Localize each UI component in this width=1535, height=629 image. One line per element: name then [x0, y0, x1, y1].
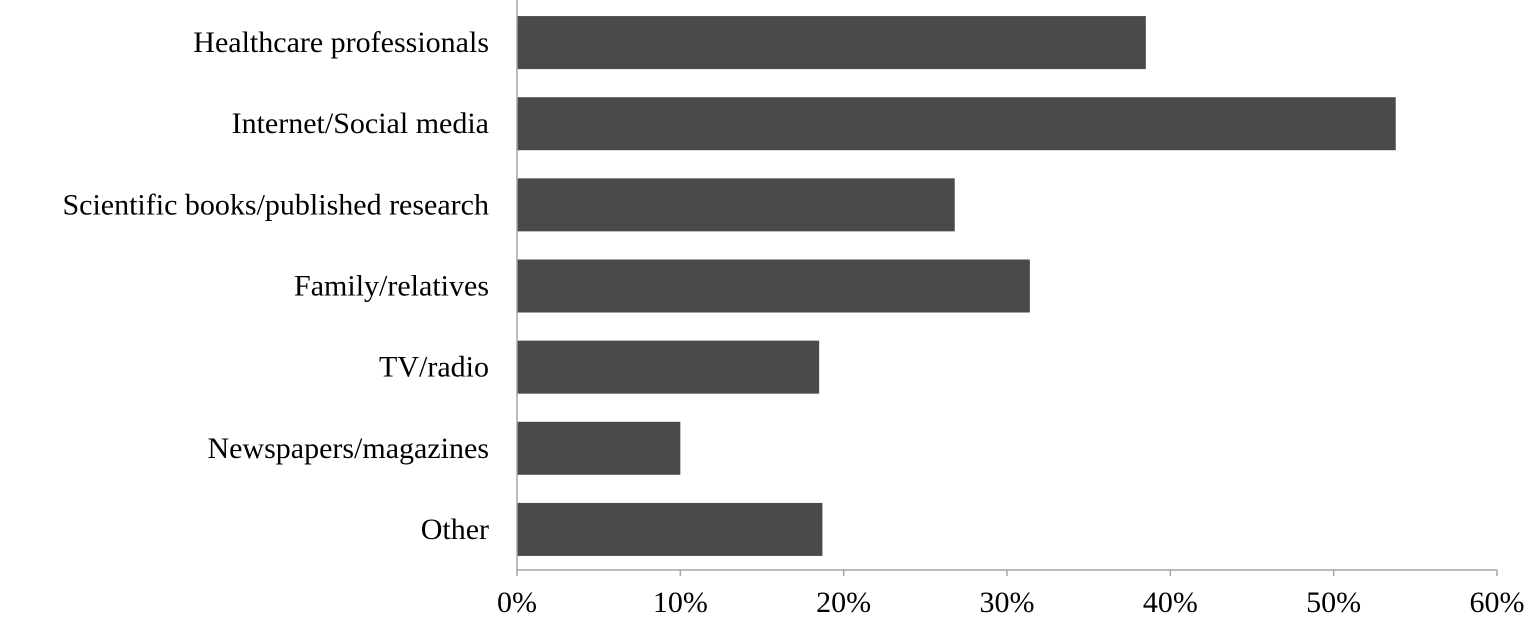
bar — [517, 97, 1396, 151]
category-label: TV/radio — [379, 351, 489, 384]
bar — [517, 421, 681, 475]
bar — [517, 502, 823, 556]
bar — [517, 178, 955, 232]
x-tick-label: 20% — [816, 586, 871, 619]
category-label: Family/relatives — [294, 270, 489, 303]
x-tick-label: 60% — [1470, 586, 1525, 619]
x-tick-label: 50% — [1306, 586, 1361, 619]
bars-group — [517, 16, 1396, 556]
bar — [517, 259, 1030, 313]
category-label: Newspapers/magazines — [207, 432, 489, 465]
x-axis-ticks: 0% 10% 20% 30% 40% 50% 60% — [497, 570, 1525, 619]
x-tick-label: 40% — [1143, 586, 1198, 619]
x-tick-label: 10% — [653, 586, 708, 619]
category-labels: Healthcare professionals Internet/Social … — [62, 26, 489, 546]
x-tick-label: 30% — [980, 586, 1035, 619]
x-tick-label: 0% — [497, 586, 537, 619]
bar — [517, 16, 1146, 70]
category-label: Internet/Social media — [232, 107, 489, 140]
category-label: Other — [421, 513, 489, 546]
bar — [517, 340, 820, 394]
category-label: Healthcare professionals — [193, 26, 489, 59]
category-label: Scientific books/published research — [62, 188, 489, 221]
